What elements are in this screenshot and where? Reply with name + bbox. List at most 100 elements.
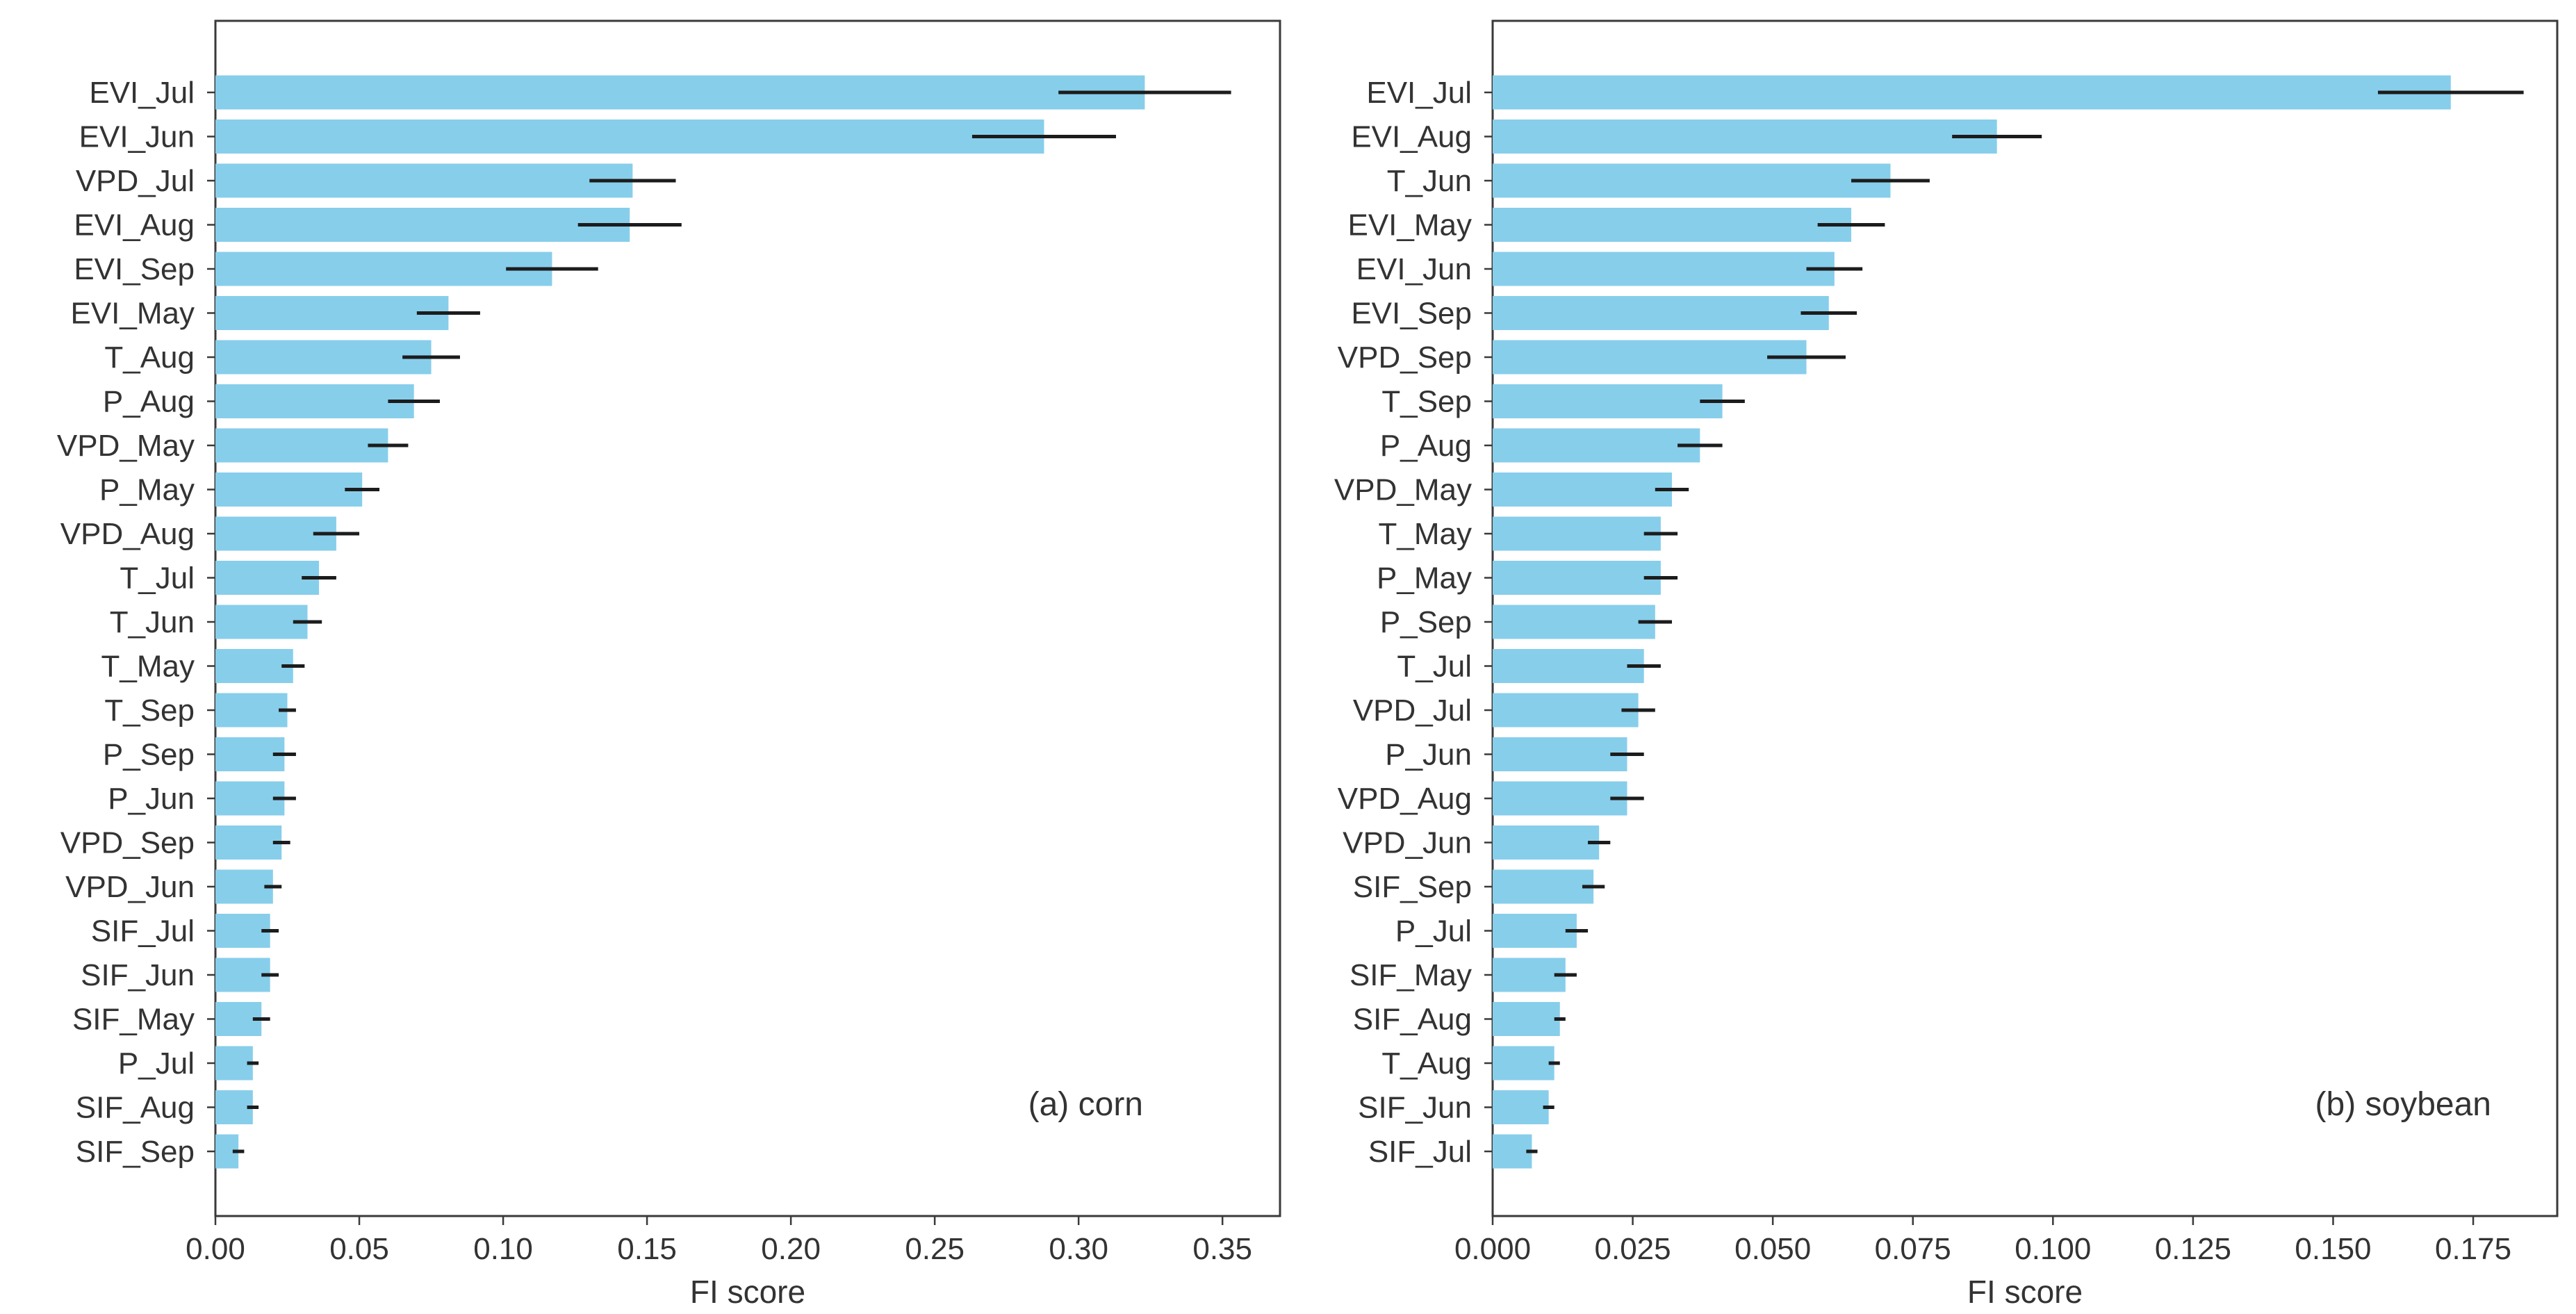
corn-y-tick-label: EVI_May <box>70 297 195 331</box>
corn-bar-evi-jun <box>215 120 1044 154</box>
soybean-bar-p-aug <box>1493 428 1700 463</box>
soybean-error-bars <box>1526 90 2524 1153</box>
soybean-bar-p-may <box>1493 561 1661 595</box>
soybean-x-tick-label: 0.125 <box>2155 1232 2231 1266</box>
corn-x-tick-label: 0.25 <box>905 1232 965 1266</box>
soybean-bar-p-jul <box>1493 914 1577 948</box>
corn-x-tick-label: 0.20 <box>761 1232 821 1266</box>
corn-bar-t-jun <box>215 605 308 639</box>
corn-bar-t-sep <box>215 693 288 728</box>
corn-bar-evi-sep <box>215 252 552 286</box>
corn-y-tick-label: VPD_May <box>57 429 195 463</box>
soybean-x-axis-title: FI score <box>1967 1274 2083 1310</box>
soybean-y-tick-label: EVI_May <box>1347 208 1472 243</box>
corn-bar-sif-aug <box>215 1090 253 1124</box>
soybean-x-tick-label: 0.000 <box>1454 1232 1531 1266</box>
soybean-y-tick-label: EVI_Sep <box>1351 297 1472 331</box>
soybean-panel-label: (b) soybean <box>2315 1086 2491 1123</box>
corn-y-tick-label: SIF_Jun <box>81 958 195 992</box>
corn-y-tick-label: P_Aug <box>103 385 195 419</box>
soybean-x-tick-label: 0.175 <box>2435 1232 2511 1266</box>
corn-y-tick-label: VPD_Jul <box>76 164 195 198</box>
soybean-y-tick-label: SIF_Jul <box>1368 1135 1472 1169</box>
corn-y-tick-label: SIF_Sep <box>76 1135 195 1169</box>
corn-y-tick-label: SIF_Jul <box>91 914 195 948</box>
corn-bar-sif-jun <box>215 958 270 992</box>
soybean-bar-vpd-may <box>1493 473 1673 507</box>
corn-y-tick-label: EVI_Sep <box>74 252 195 286</box>
soybean-bar-vpd-jul <box>1493 693 1639 728</box>
corn-y-axis-labels: EVI_Jul EVI_Jun VPD_Jul EVI_Aug EVI_Sep EVI_M… <box>57 76 215 1169</box>
soybean-y-tick-label: VPD_Sep <box>1338 340 1472 375</box>
soybean-bar-p-sep <box>1493 605 1655 639</box>
soybean-y-tick-label: T_Aug <box>1381 1046 1472 1081</box>
soybean-y-tick-label: P_Jun <box>1385 738 1472 772</box>
corn-bar-p-aug <box>215 384 414 418</box>
corn-y-tick-label: VPD_Aug <box>60 517 195 551</box>
soybean-y-tick-label: SIF_Jun <box>1358 1091 1472 1125</box>
soybean-bar-vpd-jun <box>1493 826 1600 860</box>
soybean-x-tick-label: 0.100 <box>2015 1232 2091 1266</box>
soybean-bar-p-jun <box>1493 737 1627 771</box>
soybean-y-tick-label: T_Jun <box>1387 164 1472 198</box>
corn-x-tick-label: 0.35 <box>1192 1232 1252 1266</box>
soybean-chart-panel: EVI_Jul EVI_Aug T_Jun EVI_May EVI_Jun EVI_Sep… <box>1334 19 2559 1310</box>
soybean-bar-t-aug <box>1493 1046 1554 1081</box>
corn-y-tick-label: EVI_Jun <box>79 120 195 154</box>
soybean-bar-evi-jul <box>1493 75 2451 110</box>
soybean-y-tick-label: EVI_Aug <box>1351 120 1472 154</box>
soybean-bar-sif-aug <box>1493 1002 1560 1036</box>
corn-y-tick-label: T_Jul <box>120 561 195 596</box>
soybean-y-tick-label: SIF_Aug <box>1353 1003 1472 1037</box>
soybean-y-tick-label: VPD_Jun <box>1343 826 1472 860</box>
soybean-bar-t-jun <box>1493 163 1891 198</box>
soybean-bar-sif-jun <box>1493 1090 1549 1124</box>
corn-bar-evi-jul <box>215 75 1145 110</box>
corn-bars <box>215 75 1145 1169</box>
soybean-x-tick-label: 0.150 <box>2295 1232 2371 1266</box>
soybean-bar-sif-sep <box>1493 869 1594 904</box>
corn-y-tick-label: P_May <box>99 473 195 507</box>
soybean-y-axis-labels: EVI_Jul EVI_Aug T_Jun EVI_May EVI_Jun EVI_Sep… <box>1334 76 1493 1169</box>
soybean-y-tick-label: P_Sep <box>1380 605 1472 639</box>
corn-error-bars <box>232 90 1231 1153</box>
soybean-bar-evi-sep <box>1493 296 1829 330</box>
corn-x-tick-label: 0.15 <box>617 1232 677 1266</box>
corn-y-tick-label: VPD_Sep <box>60 826 195 860</box>
corn-bar-vpd-may <box>215 428 388 463</box>
corn-bar-t-aug <box>215 340 432 375</box>
corn-y-tick-label: EVI_Aug <box>74 208 195 243</box>
corn-bar-p-jul <box>215 1046 253 1081</box>
corn-bar-vpd-jun <box>215 869 273 904</box>
corn-bar-evi-may <box>215 296 449 330</box>
soybean-y-tick-label: EVI_Jun <box>1356 252 1472 286</box>
soybean-bar-evi-may <box>1493 208 1852 242</box>
corn-bar-sif-jul <box>215 914 270 948</box>
corn-x-tick-label: 0.05 <box>329 1232 389 1266</box>
soybean-y-tick-label: P_Jul <box>1395 914 1472 948</box>
soybean-y-tick-label: T_Sep <box>1381 385 1472 419</box>
corn-y-tick-label: SIF_May <box>72 1003 195 1037</box>
soybean-x-tick-label: 0.050 <box>1734 1232 1811 1266</box>
corn-y-tick-label: T_Aug <box>104 340 195 375</box>
soybean-x-axis-ticks: 0.000 0.025 0.050 0.075 0.100 0.125 0.150 0.175 <box>1454 1216 2511 1266</box>
soybean-y-tick-label: T_Jul <box>1397 650 1472 684</box>
soybean-y-tick-label: VPD_Aug <box>1338 782 1472 816</box>
soybean-y-tick-label: SIF_Sep <box>1353 870 1472 904</box>
corn-y-tick-label: T_Jun <box>110 605 195 639</box>
soybean-bar-t-may <box>1493 516 1661 551</box>
corn-x-tick-label: 0.10 <box>473 1232 533 1266</box>
soybean-bar-t-sep <box>1493 384 1723 418</box>
soybean-x-tick-label: 0.025 <box>1595 1232 1671 1266</box>
corn-bar-evi-aug <box>215 208 630 242</box>
corn-x-tick-label: 0.00 <box>186 1232 245 1266</box>
soybean-bar-vpd-sep <box>1493 340 1807 375</box>
corn-bar-p-may <box>215 473 363 507</box>
soybean-x-tick-label: 0.075 <box>1875 1232 1951 1266</box>
soybean-bar-t-jul <box>1493 649 1644 683</box>
soybean-y-tick-label: P_May <box>1377 561 1472 596</box>
soybean-y-tick-label: P_Aug <box>1380 429 1472 463</box>
corn-x-tick-label: 0.30 <box>1049 1232 1108 1266</box>
corn-y-tick-label: P_Jul <box>118 1046 195 1081</box>
